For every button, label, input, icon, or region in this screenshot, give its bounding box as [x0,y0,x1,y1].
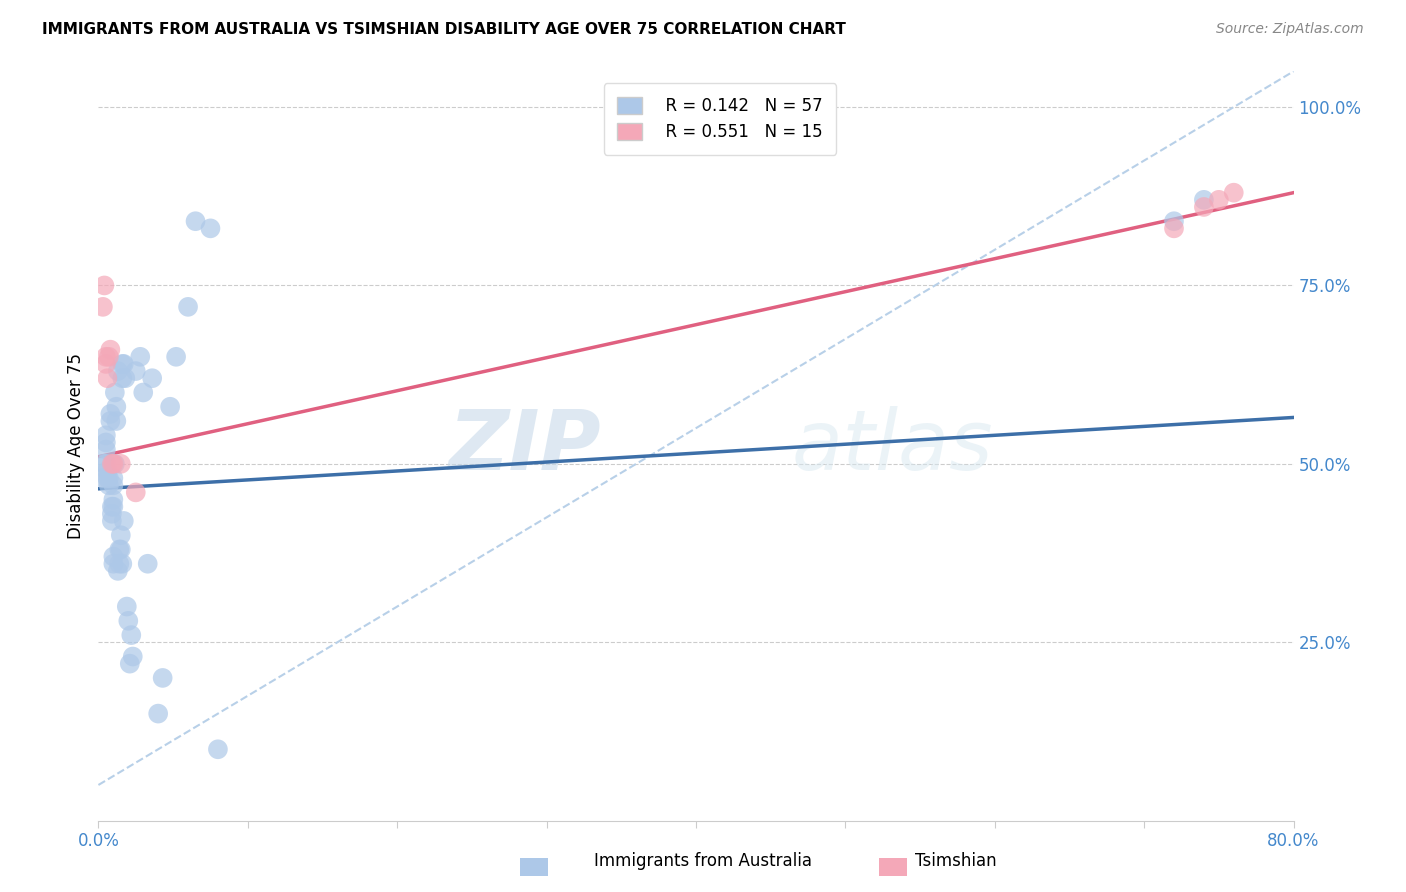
Point [110,542,132,557]
Point [103,457,125,471]
Point [115,599,138,614]
Point [93,278,115,293]
Point [177,300,200,314]
Point [101,507,124,521]
Legend:   R = 0.142   N = 57,   R = 0.551   N = 15: R = 0.142 N = 57, R = 0.551 N = 15 [603,84,837,155]
Point [104,385,127,400]
Point [148,706,170,721]
Point [94,350,117,364]
Point [103,471,125,485]
Point [96,464,118,478]
Point [120,628,142,642]
Point [105,400,128,414]
Point [103,478,125,492]
Text: IMMIGRANTS FROM AUSTRALIA VS TSIMSHIAN DISABILITY AGE OVER 75 CORRELATION CHART: IMMIGRANTS FROM AUSTRALIA VS TSIMSHIAN D… [42,22,846,37]
Point [125,485,148,500]
Point [200,221,222,235]
Point [94,435,117,450]
Point [207,742,229,756]
Point [98,343,122,357]
Point [1208,193,1230,207]
Point [103,549,125,564]
Point [96,471,118,485]
Point [97,350,120,364]
Point [98,414,122,428]
Point [96,371,118,385]
Point [1223,186,1246,200]
Text: atlas: atlas [792,406,993,486]
Point [98,407,122,421]
Text: Tsimshian: Tsimshian [915,852,997,870]
Point [107,364,129,378]
Point [110,457,132,471]
Point [94,428,117,442]
Text: Source: ZipAtlas.com: Source: ZipAtlas.com [1216,22,1364,37]
Point [101,457,124,471]
Point [108,542,131,557]
Point [94,357,117,371]
Point [103,492,125,507]
Point [108,557,131,571]
Point [111,557,134,571]
Point [1163,221,1185,235]
Point [103,557,125,571]
Point [118,657,141,671]
Point [184,214,207,228]
Text: ZIP: ZIP [447,406,600,486]
Point [165,350,187,364]
Point [1163,214,1185,228]
Point [97,471,120,485]
Point [1192,193,1215,207]
Point [97,478,120,492]
Point [141,371,163,385]
Point [105,414,128,428]
Point [159,400,181,414]
Point [121,649,143,664]
Point [132,385,155,400]
Point [91,471,114,485]
Point [94,442,117,457]
Point [129,350,152,364]
Point [107,564,129,578]
Point [103,500,125,514]
Text: Immigrants from Australia: Immigrants from Australia [593,852,813,870]
Point [112,514,135,528]
Point [110,528,132,542]
Point [1192,200,1215,214]
Point [94,457,117,471]
Point [93,457,115,471]
Point [91,300,114,314]
Point [111,357,134,371]
Point [104,457,127,471]
Point [125,364,148,378]
Point [136,557,159,571]
Point [101,514,124,528]
Point [111,371,134,385]
Point [114,371,136,385]
Point [152,671,174,685]
Y-axis label: Disability Age Over 75: Disability Age Over 75 [66,353,84,539]
Point [117,614,139,628]
Point [101,500,124,514]
Point [112,357,135,371]
